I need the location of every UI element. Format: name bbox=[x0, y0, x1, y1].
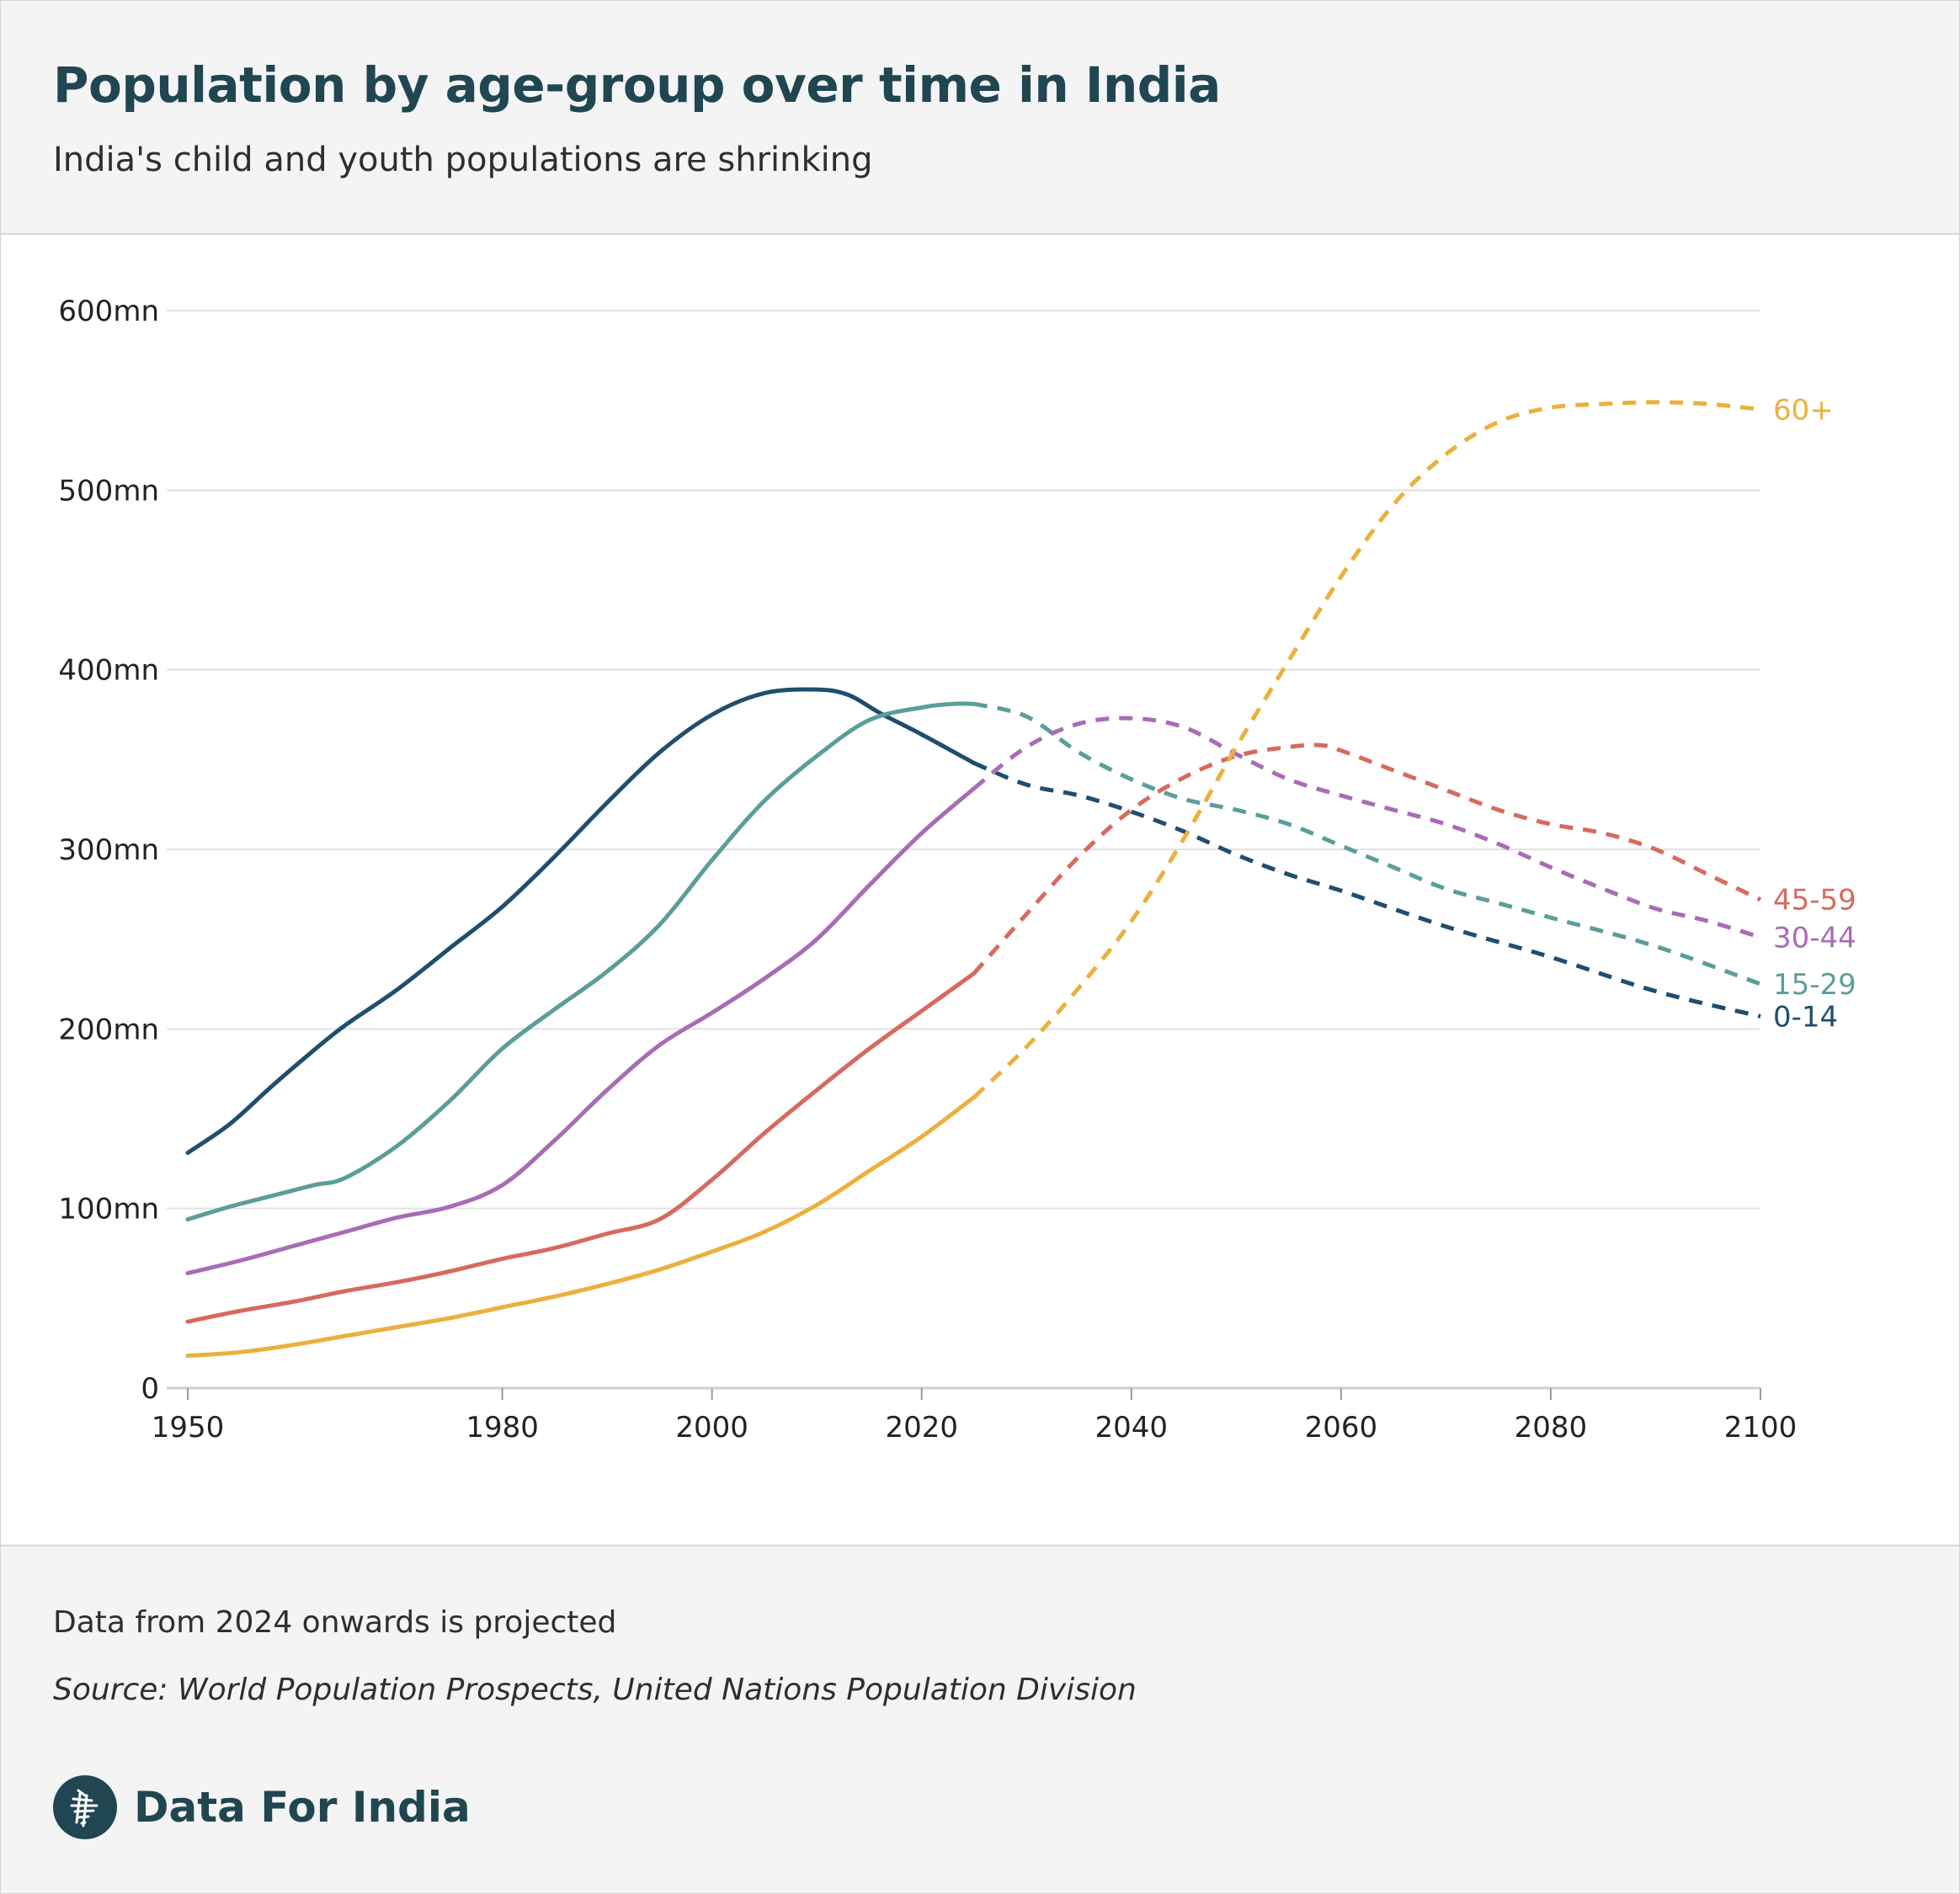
y-tick-label: 300mn bbox=[58, 833, 159, 867]
series-line-60+-historical bbox=[185, 1094, 977, 1359]
x-tick-label: 1980 bbox=[466, 1411, 539, 1444]
brand-name: Data For India bbox=[134, 1783, 471, 1832]
projection-note: Data from 2024 onwards is projected bbox=[53, 1605, 617, 1640]
series-line-0-14-historical bbox=[185, 687, 977, 1155]
chart-title: Population by age-group over time in Ind… bbox=[53, 56, 1221, 114]
plot-area: 0 100mn 200mn 300mn 400mn 500mn 600mn 1950 1980 2… bbox=[1, 235, 1959, 1546]
chart-subtitle: India's child and youth populations are … bbox=[53, 141, 873, 179]
series-label-45-59: 45-59 bbox=[1773, 884, 1856, 918]
series-label-30-44: 30-44 bbox=[1773, 922, 1856, 955]
y-tick-label: 200mn bbox=[58, 1013, 159, 1046]
y-tick-label: 0 bbox=[141, 1372, 159, 1406]
series-line-30-44-historical bbox=[185, 786, 977, 1275]
x-tick-label: 1950 bbox=[152, 1411, 225, 1444]
y-tick-label: 100mn bbox=[58, 1193, 159, 1226]
x-tick-label: 2020 bbox=[885, 1411, 958, 1444]
x-tick-label: 2040 bbox=[1095, 1411, 1169, 1444]
chart-header: Population by age-group over time in Ind… bbox=[1, 1, 1959, 235]
source-note: Source: World Population Prospects, Unit… bbox=[53, 1673, 1137, 1707]
series-label-15-29: 15-29 bbox=[1773, 968, 1856, 1002]
chart-footer: Data from 2024 onwards is projected Sour… bbox=[1, 1546, 1959, 1893]
series-line-0-14-projected bbox=[973, 761, 1761, 1019]
series-line-45-59-projected bbox=[972, 742, 1762, 975]
series-line-15-29-projected bbox=[973, 701, 1761, 987]
india-map-logo-icon bbox=[53, 1775, 117, 1839]
line-chart: 0 100mn 200mn 300mn 400mn 500mn 600mn 1950 1980 2… bbox=[58, 295, 1856, 1444]
series-line-60+-projected bbox=[972, 400, 1761, 1099]
x-tick-label: 2100 bbox=[1724, 1411, 1798, 1444]
y-tick-label: 500mn bbox=[58, 474, 159, 508]
series-label-60+: 60+ bbox=[1773, 393, 1834, 427]
x-tick-label: 2060 bbox=[1305, 1411, 1378, 1444]
brand: Data For India bbox=[53, 1775, 471, 1839]
y-tick-label: 400mn bbox=[58, 654, 159, 688]
series-label-0-14: 0-14 bbox=[1773, 1000, 1838, 1034]
series-line-15-29-historical bbox=[185, 701, 977, 1221]
x-tick-label: 2000 bbox=[675, 1411, 748, 1444]
series-line-45-59-historical bbox=[185, 971, 977, 1324]
x-tick-label: 2080 bbox=[1515, 1411, 1588, 1444]
series-line-30-44-projected bbox=[972, 716, 1761, 939]
y-tick-label: 600mn bbox=[58, 295, 159, 328]
